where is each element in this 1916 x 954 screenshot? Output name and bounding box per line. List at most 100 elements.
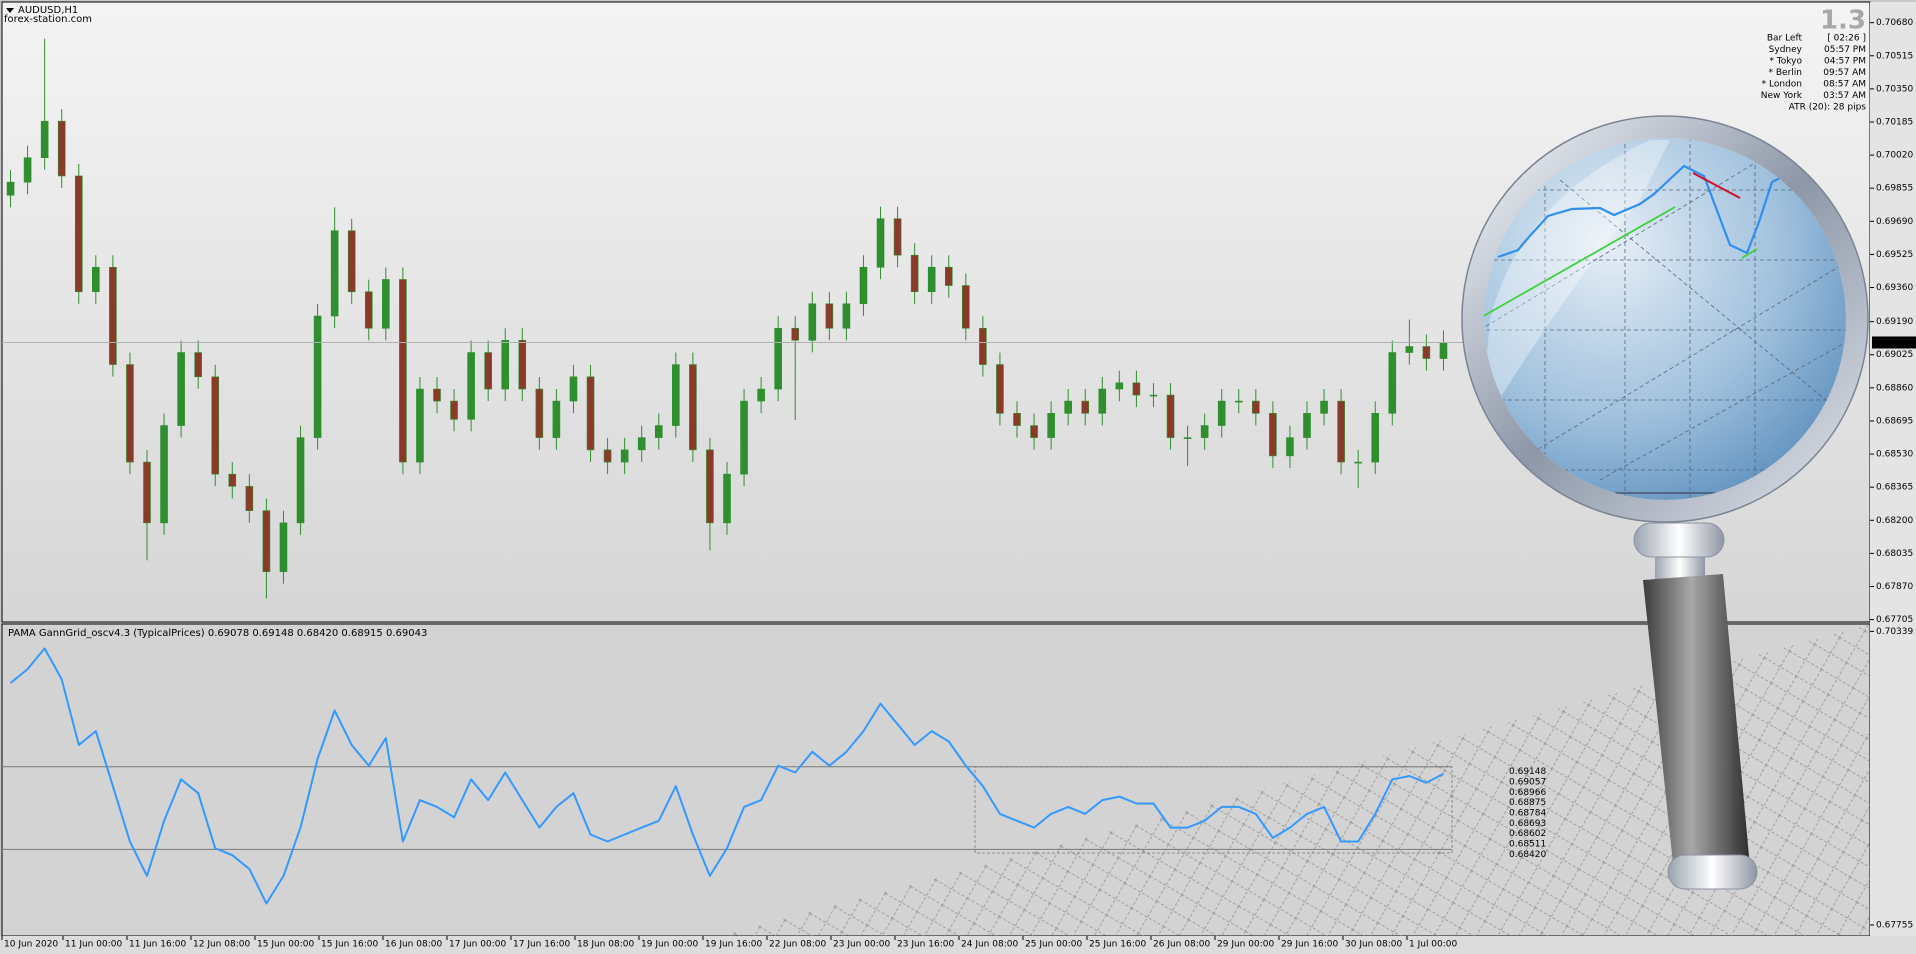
gann-level-label: 0.69057 <box>1509 778 1546 788</box>
candle-body <box>1098 388 1107 414</box>
y-tick-label: 0.68035 <box>1876 549 1913 559</box>
candle-body <box>893 218 902 256</box>
candle-body <box>996 364 1004 414</box>
info-value: 09:57 AM <box>1823 68 1866 78</box>
time-label: 25 Jun 16:00 <box>1089 940 1146 950</box>
candle-body <box>194 352 202 378</box>
candle-body <box>808 303 817 341</box>
time-label: 10 Jun 2020 <box>4 940 58 950</box>
y-tick-label: 0.70680 <box>1876 18 1913 28</box>
gann-level-label: 0.68693 <box>1509 819 1546 829</box>
candle-body <box>416 388 424 463</box>
candle-body <box>1047 413 1055 438</box>
atr: ATR (20): 28 pips <box>1789 103 1867 113</box>
info-value: 03:57 AM <box>1823 91 1866 101</box>
candle-body <box>603 449 612 463</box>
price-axis <box>1870 2 1916 936</box>
time-label: 23 Jun 16:00 <box>897 940 954 950</box>
candle-body <box>74 175 83 293</box>
candle-body <box>450 400 458 420</box>
candle-body <box>109 266 117 365</box>
spread: 1.3 <box>1820 6 1866 36</box>
y-tick-label: 0.69025 <box>1876 350 1913 360</box>
time-label: 23 Jun 00:00 <box>833 940 890 950</box>
time-label: 30 Jun 08:00 <box>1345 940 1402 950</box>
candle-body <box>1030 425 1038 438</box>
y-tick-label: 0.68530 <box>1876 450 1913 460</box>
time-label: 29 Jun 16:00 <box>1281 940 1338 950</box>
candle-body <box>1064 400 1072 414</box>
candle-body <box>1337 400 1345 463</box>
candle-body <box>1354 461 1362 464</box>
candle-body <box>689 364 697 451</box>
candle-body <box>364 291 373 329</box>
y-tick-label: 0.67705 <box>1876 615 1913 625</box>
candle-body <box>1405 346 1414 353</box>
candle-body <box>927 266 936 293</box>
candle-body <box>1234 400 1243 403</box>
candle-body <box>962 285 970 329</box>
candle-body <box>245 486 254 511</box>
current-price-label: 0.69086 <box>1875 338 1912 348</box>
candle-body <box>1371 413 1380 463</box>
y-tick-label: 0.70339 <box>1876 627 1913 637</box>
candle-body <box>228 473 237 487</box>
candle-body <box>1388 352 1397 414</box>
candle-body <box>1439 342 1448 359</box>
candle-body <box>92 266 100 293</box>
candle-body <box>1183 437 1192 439</box>
candle-body <box>740 400 748 475</box>
candle-body <box>1303 413 1311 438</box>
gann-level-label: 0.69148 <box>1509 767 1546 777</box>
gann-level-label: 0.68784 <box>1509 809 1546 819</box>
candle-body <box>399 279 407 463</box>
y-tick-label: 0.70185 <box>1876 117 1913 127</box>
y-tick-label: 0.70350 <box>1876 84 1913 94</box>
gann-level-label: 0.68420 <box>1509 850 1546 860</box>
candle-body <box>501 339 510 390</box>
candle-body <box>330 230 339 317</box>
time-label: 1 Jul 00:00 <box>1409 940 1458 950</box>
info-value: 04:57 PM <box>1824 57 1866 67</box>
gann-level-label: 0.68966 <box>1509 788 1546 798</box>
candle-body <box>672 364 680 426</box>
candle-body <box>842 303 851 329</box>
y-tick-label: 0.70020 <box>1876 151 1913 161</box>
gann-box <box>974 766 1453 854</box>
time-label: 22 Jun 08:00 <box>769 940 826 950</box>
info-label: * Berlin <box>1769 68 1802 78</box>
time-label: 19 Jun 16:00 <box>705 940 762 950</box>
candle-body <box>279 522 288 572</box>
candle-body <box>1252 400 1260 414</box>
candle-body <box>484 352 492 390</box>
candle-body <box>1200 425 1209 438</box>
candle-body <box>1166 394 1175 438</box>
time-label: 29 Jun 00:00 <box>1217 940 1274 950</box>
time-label: 24 Jun 08:00 <box>961 940 1018 950</box>
candle-body <box>774 327 782 390</box>
info-label: Bar Left <box>1767 34 1803 44</box>
y-tick-label: 0.68695 <box>1876 416 1913 426</box>
candle-body <box>1286 437 1294 457</box>
candle-body <box>979 327 987 365</box>
candle-body <box>433 388 441 402</box>
candle-body <box>347 230 356 293</box>
candle-body <box>313 315 322 438</box>
candle-body <box>262 510 271 572</box>
time-label: 17 Jun 00:00 <box>449 940 506 950</box>
candle-body <box>518 339 527 390</box>
candle-body <box>1422 346 1431 359</box>
symbol-title: AUDUSD,H1 <box>18 5 78 16</box>
y-tick-label: 0.68200 <box>1876 516 1913 526</box>
candle-body <box>637 437 646 451</box>
candle-body <box>211 376 220 475</box>
candle-body <box>654 425 663 438</box>
candle-body <box>706 449 714 524</box>
time-label: 25 Jun 00:00 <box>1025 940 1082 950</box>
oscillator-line <box>9 647 1444 905</box>
menu-arrow <box>6 8 14 13</box>
gann-level-label: 0.68875 <box>1509 798 1546 808</box>
gann-grid <box>721 624 1870 936</box>
candle-body <box>467 352 475 420</box>
